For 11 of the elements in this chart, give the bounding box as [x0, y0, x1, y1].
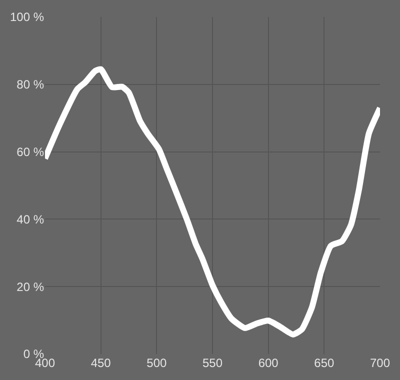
x-tick-label: 600: [258, 356, 279, 370]
y-tick-label: 60 %: [16, 145, 44, 159]
y-tick-label: 80 %: [16, 78, 44, 92]
x-tick-label: 650: [314, 356, 334, 370]
x-tick-label: 500: [146, 356, 167, 370]
y-tick-label: 40 %: [16, 212, 44, 226]
y-tick-label: 20 %: [16, 280, 44, 294]
x-tick-label: 550: [202, 356, 223, 370]
x-tick-label: 450: [90, 356, 112, 370]
y-tick-label: 100 %: [10, 10, 44, 24]
x-tick-label: 700: [370, 356, 390, 370]
